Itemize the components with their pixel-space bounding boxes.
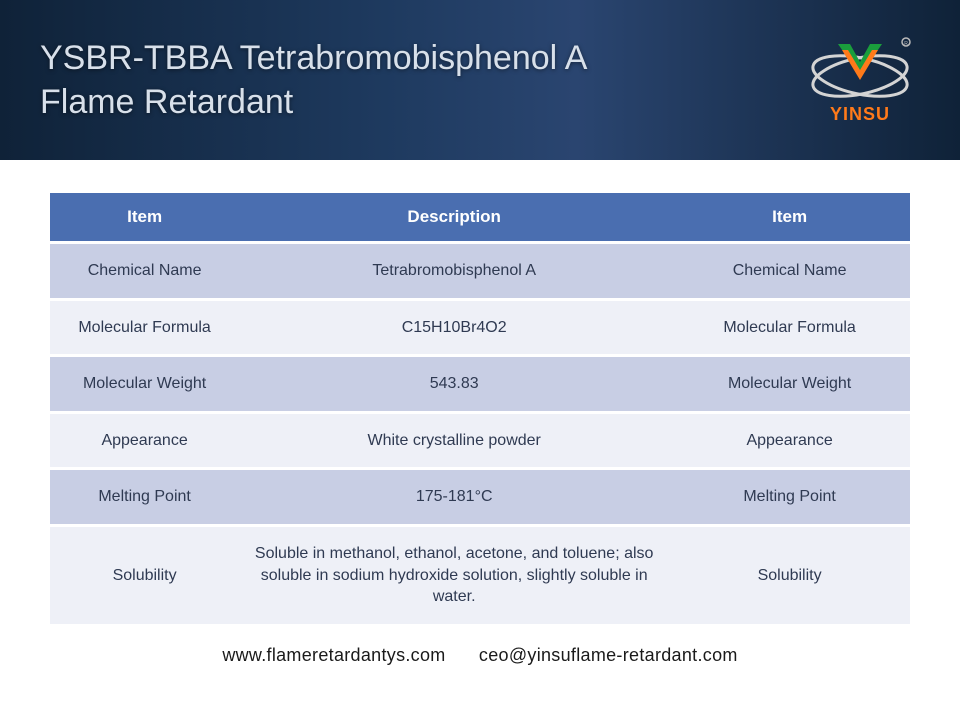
table-row: AppearanceWhite crystalline powderAppear… <box>50 414 910 468</box>
col-header-description: Description <box>239 193 669 241</box>
header: YSBR-TBBA Tetrabromobisphenol A Flame Re… <box>0 0 960 160</box>
footer: www.flameretardantys.com ceo@yinsuflame-… <box>50 645 910 666</box>
logo-icon: R <box>800 36 920 106</box>
cell-description: 175-181°C <box>239 470 669 524</box>
col-header-item2: Item <box>669 193 910 241</box>
cell-description: Tetrabromobisphenol A <box>239 244 669 298</box>
svg-text:R: R <box>904 41 908 47</box>
col-header-item: Item <box>50 193 239 241</box>
logo-text: YINSU <box>830 104 890 125</box>
cell-item2: Melting Point <box>669 470 910 524</box>
content-area: Item Description Item Chemical NameTetra… <box>0 160 960 686</box>
cell-item2: Appearance <box>669 414 910 468</box>
table-row: Melting Point175-181°CMelting Point <box>50 470 910 524</box>
cell-description: Soluble in methanol, ethanol, acetone, a… <box>239 527 669 624</box>
table-row: Chemical NameTetrabromobisphenol AChemic… <box>50 244 910 298</box>
cell-item2: Chemical Name <box>669 244 910 298</box>
footer-website: www.flameretardantys.com <box>222 645 445 665</box>
cell-description: White crystalline powder <box>239 414 669 468</box>
cell-description: C15H10Br4O2 <box>239 301 669 355</box>
cell-item: Solubility <box>50 527 239 624</box>
cell-item: Molecular Weight <box>50 357 239 411</box>
cell-item: Molecular Formula <box>50 301 239 355</box>
table-row: SolubilitySoluble in methanol, ethanol, … <box>50 527 910 624</box>
cell-description: 543.83 <box>239 357 669 411</box>
cell-item2: Molecular Formula <box>669 301 910 355</box>
table-header-row: Item Description Item <box>50 193 910 241</box>
brand-logo: R YINSU <box>800 36 920 125</box>
cell-item: Melting Point <box>50 470 239 524</box>
cell-item2: Molecular Weight <box>669 357 910 411</box>
cell-item: Appearance <box>50 414 239 468</box>
page-title: YSBR-TBBA Tetrabromobisphenol A Flame Re… <box>40 36 620 124</box>
footer-email: ceo@yinsuflame-retardant.com <box>479 645 738 665</box>
cell-item2: Solubility <box>669 527 910 624</box>
spec-table: Item Description Item Chemical NameTetra… <box>50 190 910 627</box>
table-row: Molecular Weight543.83Molecular Weight <box>50 357 910 411</box>
cell-item: Chemical Name <box>50 244 239 298</box>
table-row: Molecular FormulaC15H10Br4O2Molecular Fo… <box>50 301 910 355</box>
